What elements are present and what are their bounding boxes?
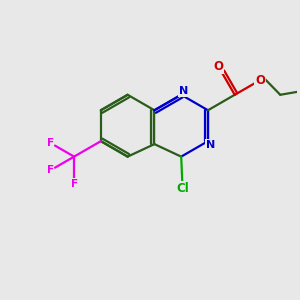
Text: F: F <box>47 138 54 148</box>
Text: Cl: Cl <box>176 182 189 195</box>
Text: F: F <box>70 179 78 189</box>
Text: O: O <box>213 60 224 73</box>
Text: F: F <box>47 165 54 175</box>
Text: N: N <box>179 86 188 96</box>
Text: N: N <box>206 140 215 150</box>
Text: O: O <box>255 74 265 87</box>
